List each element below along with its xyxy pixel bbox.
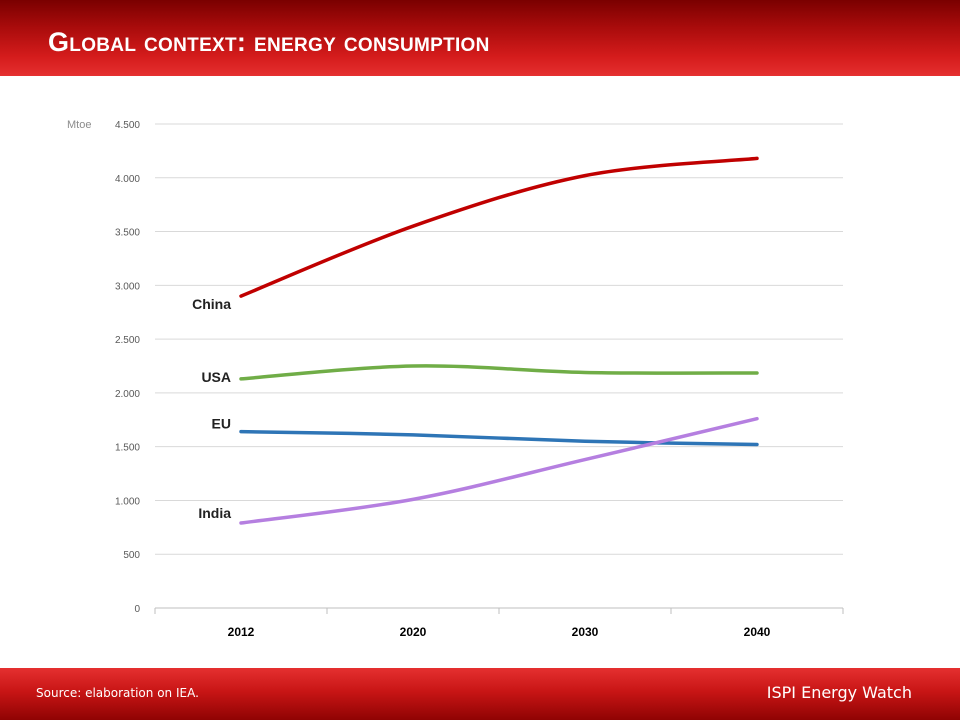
series-label-eu: EU <box>212 416 231 432</box>
series-label-usa: USA <box>201 369 231 385</box>
y-tick-label: 4.000 <box>115 174 140 185</box>
footer-banner <box>0 668 960 720</box>
series-line-china <box>239 156 759 298</box>
source-note: Source: elaboration on IEA. <box>36 686 199 700</box>
x-tick-label: 2040 <box>744 625 771 639</box>
series-line-usa <box>239 364 759 381</box>
brand-label: ISPI Energy Watch <box>766 683 912 702</box>
series-label-china: China <box>192 296 231 312</box>
y-tick-label: 4.500 <box>115 120 140 131</box>
series-line-eu <box>239 429 759 447</box>
x-tick-label: 2030 <box>572 625 599 639</box>
y-tick-label: 2.000 <box>115 389 140 400</box>
x-tick-label: 2020 <box>400 625 427 639</box>
y-tick-label: 1.500 <box>115 443 140 454</box>
y-tick-label: 3.500 <box>115 228 140 239</box>
slide-title: Global context: energy consumption <box>48 27 490 57</box>
series-label-india: India <box>198 505 231 521</box>
y-tick-label: 3.000 <box>115 281 140 292</box>
y-tick-label: 0 <box>134 604 140 615</box>
y-tick-label: 500 <box>123 550 140 561</box>
y-tick-label: 2.500 <box>115 335 140 346</box>
x-tick-label: 2012 <box>228 625 255 639</box>
series-line-india <box>239 416 759 525</box>
y-tick-label: 1.000 <box>115 496 140 507</box>
title-banner <box>0 0 960 76</box>
y-axis-label: Mtoe <box>67 119 91 131</box>
